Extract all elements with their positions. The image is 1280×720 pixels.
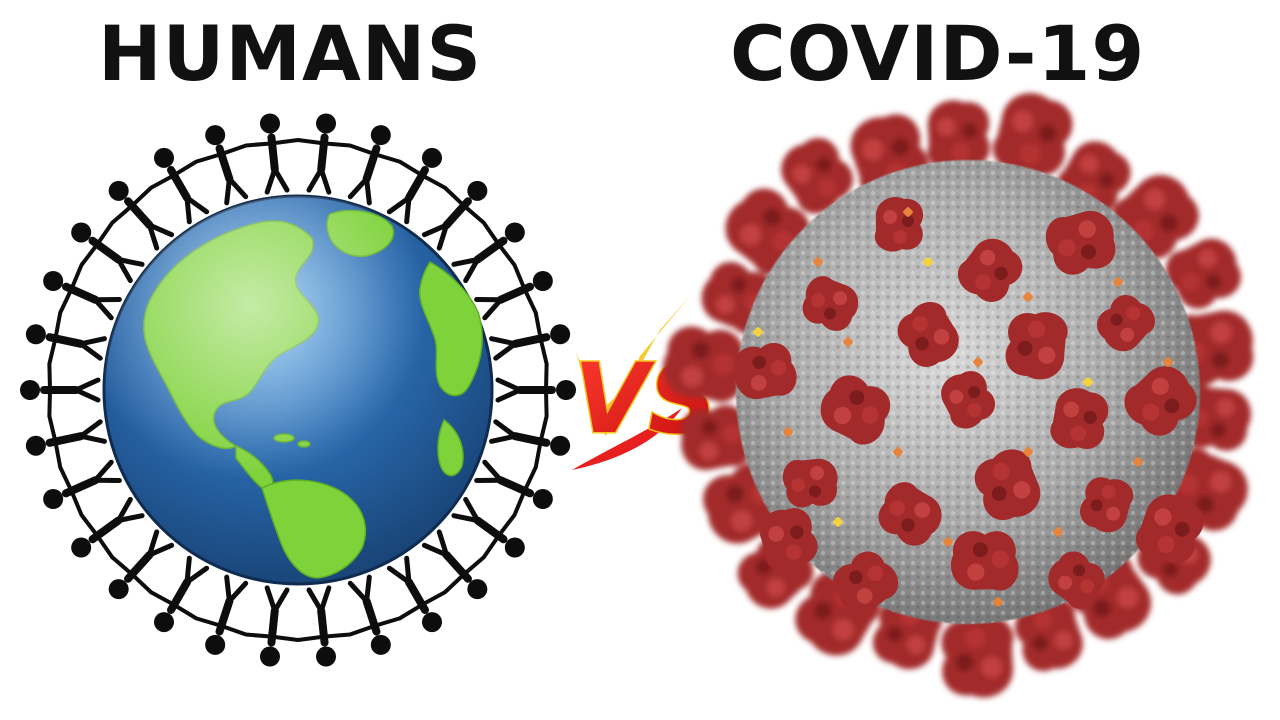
humans-title: HUMANS — [98, 9, 483, 98]
holding-hands-people-ring — [20, 113, 576, 667]
earth-globe — [102, 194, 494, 586]
coronavirus-particle — [663, 93, 1254, 698]
covid-title: COVID-19 — [730, 9, 1146, 98]
